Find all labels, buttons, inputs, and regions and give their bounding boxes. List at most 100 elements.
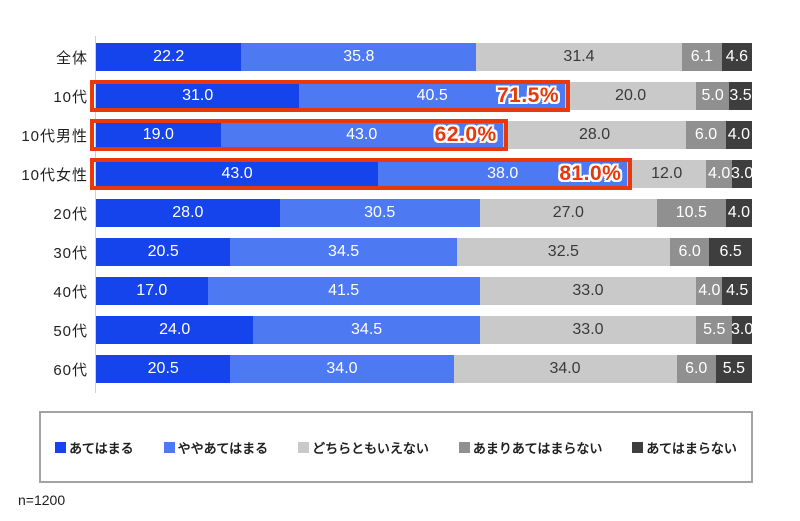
segment-value-label: 4.5	[726, 282, 749, 299]
stacked-bar: 20.5 34.5 32.5 6.0 6.5	[96, 238, 752, 266]
bar-segment: 19.0	[96, 121, 221, 149]
bar-segment: 43.0	[220, 121, 503, 149]
bar-segment: 5.5	[696, 316, 733, 344]
segment-value-label: 17.0	[136, 282, 168, 299]
category-label: 10代	[53, 88, 88, 106]
segment-value-label: 43.0	[221, 165, 253, 182]
bar-segment: 6.0	[676, 355, 716, 383]
category-label: 全体	[55, 49, 88, 67]
bar-segment: 6.1	[681, 43, 722, 71]
segment-value-label: 28.0	[172, 204, 204, 221]
segment-value-label: 6.5	[719, 243, 742, 260]
bar-row: 40代 17.0 41.5 33.0 4.0 4.5	[0, 277, 800, 305]
segment-value-label: 4.0	[727, 126, 750, 143]
bar-segment: 31.0	[96, 82, 300, 110]
segment-value-label: 5.5	[722, 360, 746, 377]
bar-segment: 6.5	[709, 238, 752, 266]
category-label: 60代	[53, 361, 88, 379]
segment-value-label: 34.0	[326, 360, 358, 377]
stacked-bar: 43.0 38.0 12.0 4.0 3.0 81.0%	[90, 158, 753, 190]
sample-size-label: n=1200	[18, 492, 66, 508]
bar-segment: 17.0	[96, 277, 208, 305]
bar-segment: 4.5	[722, 277, 752, 305]
stacked-bar-chart: 全体 22.2 35.8 31.4 6.1 4.6 10代 31.0 40.5 20.0 5.0 3.…	[0, 36, 800, 393]
bar-segment: 20.5	[96, 355, 231, 383]
legend-swatch-icon	[458, 441, 470, 453]
segment-value-label: 32.5	[547, 243, 579, 260]
segment-value-label: 3.0	[731, 321, 754, 338]
bar-segment: 4.6	[721, 43, 752, 71]
legend-label: あてはまらない	[646, 440, 737, 456]
bar-segment: 34.5	[230, 238, 457, 266]
bar-row: 全体 22.2 35.8 31.4 6.1 4.6	[0, 43, 800, 71]
stacked-bar: 24.0 34.5 33.0 5.5 3.0	[96, 316, 754, 344]
segment-value-label: 43.0	[346, 126, 378, 143]
segment-value-label: 4.0	[698, 282, 721, 299]
segment-value-label: 40.5	[416, 87, 448, 104]
segment-value-label: 6.0	[685, 360, 708, 377]
legend-swatch-icon	[55, 441, 67, 453]
legend-items: あてはまる ややあてはまる どちらともいえない あまりあてはまらない あてはまらない	[55, 438, 737, 457]
y-axis-line	[95, 36, 96, 393]
segment-value-label: 6.0	[678, 243, 701, 260]
bar-segment: 4.0	[706, 160, 733, 188]
legend: あてはまる ややあてはまる どちらともいえない あまりあてはまらない あてはまらない	[39, 411, 753, 483]
bar-segment: 3.0	[731, 160, 753, 188]
category-label: 30代	[53, 244, 88, 262]
segment-value-label: 20.5	[147, 360, 179, 377]
bar-row: 30代 20.5 34.5 32.5 6.0 6.5	[0, 238, 800, 266]
segment-value-label: 34.0	[549, 360, 581, 377]
bar-row: 10代男性 19.0 43.0 28.0 6.0 4.0 62.0%	[0, 119, 800, 151]
segment-value-label: 3.5	[729, 87, 752, 104]
segment-value-label: 4.0	[727, 204, 750, 221]
segment-value-label: 31.0	[182, 87, 214, 104]
bar-row: 10代女性 43.0 38.0 12.0 4.0 3.0 81.0%	[0, 158, 800, 190]
bar-segment: 6.0	[686, 121, 726, 149]
bar-segment: 4.0	[725, 121, 752, 149]
bar-segment: 34.0	[453, 355, 677, 383]
segment-value-label: 33.0	[572, 321, 604, 338]
legend-item: あてはまらない	[632, 438, 737, 457]
stacked-bar: 20.5 34.0 34.0 6.0 5.5	[96, 355, 752, 383]
bar-segment: 20.0	[565, 82, 697, 110]
bar-segment: 40.5	[299, 82, 566, 110]
category-label: 20代	[53, 205, 88, 223]
bar-segment: 5.0	[696, 82, 730, 110]
segment-value-label: 30.5	[364, 204, 396, 221]
category-label: 10代女性	[21, 166, 88, 184]
segment-value-label: 34.5	[351, 321, 383, 338]
segment-value-label: 4.0	[708, 165, 731, 182]
bar-segment: 34.0	[230, 355, 454, 383]
bar-segment: 28.0	[502, 121, 687, 149]
segment-value-label: 5.0	[701, 87, 724, 104]
segment-value-label: 12.0	[651, 165, 683, 182]
bar-segment: 33.0	[479, 277, 697, 305]
category-label: 40代	[53, 283, 88, 301]
segment-value-label: 35.8	[343, 48, 375, 65]
bar-row: 50代 24.0 34.5 33.0 5.5 3.0	[0, 316, 800, 344]
bar-segment: 28.0	[96, 199, 280, 227]
bar-row: 20代 28.0 30.5 27.0 10.5 4.0	[0, 199, 800, 227]
bar-segment: 35.8	[241, 43, 477, 71]
bar-segment: 3.5	[729, 82, 752, 110]
legend-label: あまりあてはまらない	[472, 440, 603, 456]
segment-value-label: 27.0	[552, 204, 584, 221]
bar-segment: 22.2	[96, 43, 242, 71]
bar-segment: 33.0	[479, 316, 697, 344]
bar-segment: 5.5	[715, 355, 752, 383]
segment-value-label: 6.1	[690, 48, 713, 65]
bar-row: 10代 31.0 40.5 20.0 5.0 3.5 71.5%	[0, 80, 800, 112]
legend-label: あてはまる	[69, 440, 134, 456]
segment-value-label: 31.4	[563, 48, 595, 65]
segment-value-label: 22.2	[153, 48, 185, 65]
bar-segment: 34.5	[253, 316, 480, 344]
segment-value-label: 5.5	[703, 321, 726, 338]
bar-segment: 41.5	[207, 277, 480, 305]
bar-segment: 20.5	[96, 238, 231, 266]
legend-swatch-icon	[163, 441, 175, 453]
segment-value-label: 33.0	[572, 282, 604, 299]
legend-item: ややあてはまる	[163, 438, 268, 457]
stacked-bar: 28.0 30.5 27.0 10.5 4.0	[96, 199, 752, 227]
segment-value-label: 4.6	[725, 48, 749, 65]
segment-value-label: 10.5	[675, 204, 707, 221]
